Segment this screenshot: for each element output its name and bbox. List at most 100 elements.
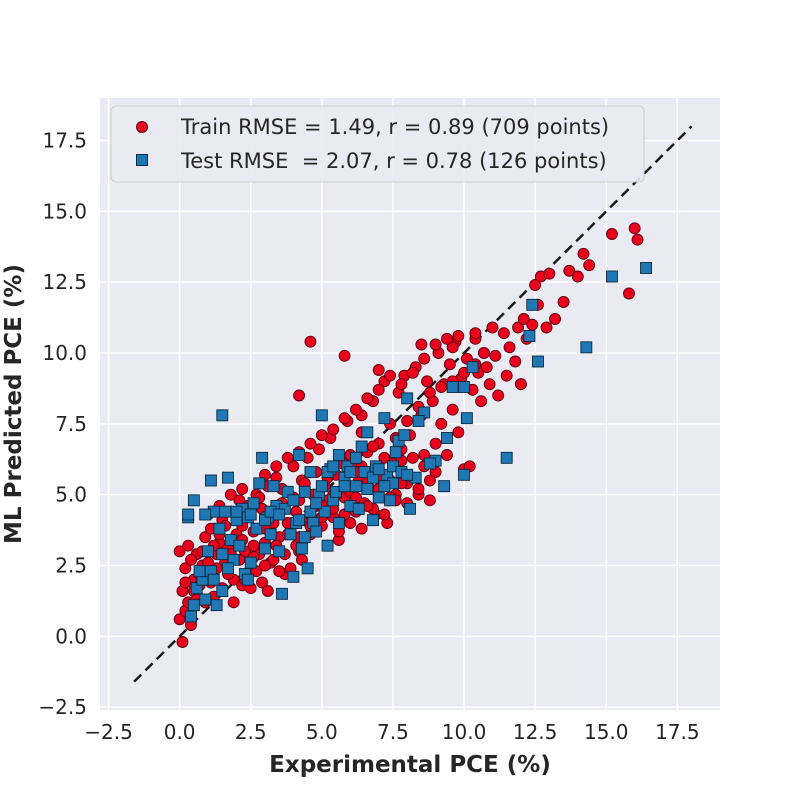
legend-label-train: Train RMSE = 1.49, r = 0.89 (709 points) [180,115,609,139]
test-point [344,466,357,478]
legend-box [110,105,645,183]
test-point [250,522,263,535]
train-point [401,415,414,427]
train-point [623,287,635,300]
train-point [224,488,237,501]
train-point [418,352,431,365]
train-point [423,386,436,399]
train-point [500,369,513,382]
test-point [526,298,539,311]
train-point [406,451,419,464]
train-point [182,539,195,552]
x-tick-label: 0.0 [164,720,196,744]
test-point [310,497,323,510]
test-point [264,528,277,541]
x-tick-label: 7.5 [377,720,409,744]
test-point [304,466,317,478]
legend-label-test: Test RMSE = 2.07, r = 0.78 (126 points) [180,149,607,173]
train-point [540,321,553,334]
train-point [236,483,249,495]
test-point [216,409,229,422]
test-point [458,468,470,481]
test-point [350,480,362,493]
y-tick-label: 2.5 [55,554,87,578]
test-point [361,426,374,439]
train-point [517,313,530,325]
test-point [216,585,229,597]
train-point [577,247,590,260]
test-point [332,449,345,461]
test-point [233,539,246,552]
test-point [284,528,297,541]
test-point [384,494,397,507]
train-point [563,264,576,277]
test-point [199,593,212,606]
train-point [384,369,397,382]
test-point [241,573,254,586]
train-point [315,429,328,442]
train-point [469,327,482,340]
test-point [352,502,365,515]
train-point [423,494,436,507]
test-point [244,556,257,569]
x-tick-label: −2.5 [84,720,133,744]
train-point [443,358,456,371]
train-point [350,403,362,416]
y-tick-label: 15.0 [42,199,87,223]
y-tick-label: 10.0 [42,341,87,365]
test-point [310,525,323,538]
train-point [338,349,351,362]
x-tick-labels: −2.5 0.0 2.5 5.0 7.5 10.0 12.5 15.0 17.5 [84,720,699,744]
x-tick-label: 2.5 [235,720,267,744]
test-point [222,562,234,575]
test-point [367,514,379,527]
test-point [398,429,411,442]
test-point [389,446,402,459]
train-point [435,417,448,430]
test-point [298,485,311,498]
train-point [486,321,499,334]
test-point [401,392,414,405]
x-tick-label: 10.0 [442,720,487,744]
test-point [216,548,229,561]
train-point [605,228,618,240]
legend-marker-test [136,154,148,166]
test-point [187,494,200,507]
train-point [492,389,505,402]
train-point [483,378,496,391]
test-point [293,449,306,461]
test-point [287,570,300,583]
train-point [429,338,442,351]
train-point [247,539,260,552]
train-point [526,318,539,331]
train-point [489,349,502,362]
test-point [287,494,300,507]
test-point [199,508,212,521]
train-point [372,364,385,376]
legend-marker-train [136,121,148,133]
train-point [452,426,465,439]
train-point [378,508,391,521]
train-point [441,449,453,461]
train-point [372,383,385,396]
train-point [395,378,408,391]
legend: Train RMSE = 1.49, r = 0.89 (709 points)… [110,105,645,183]
test-point [466,361,479,374]
y-tick-label: 0.0 [55,624,87,648]
test-point [185,610,197,623]
train-point [293,389,306,402]
test-point [378,480,391,493]
test-point [446,381,459,393]
test-point [267,480,280,493]
train-point [367,440,379,453]
train-point [176,636,189,648]
train-point [435,381,448,393]
train-point [406,366,419,379]
test-series [182,262,653,623]
train-point [261,585,274,597]
test-point [204,474,217,487]
train-point [480,361,493,374]
test-point [412,415,425,427]
test-point [355,440,368,453]
x-tick-label: 15.0 [584,720,629,744]
